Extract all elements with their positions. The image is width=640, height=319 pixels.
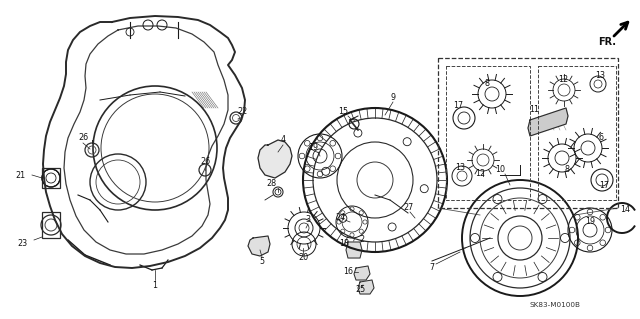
Text: 12: 12 — [558, 76, 568, 85]
Bar — [42, 212, 60, 238]
Bar — [446, 66, 530, 200]
Text: 5: 5 — [259, 256, 264, 265]
Text: 6: 6 — [598, 133, 604, 143]
Text: 25: 25 — [355, 286, 365, 294]
Text: 8: 8 — [564, 166, 570, 174]
Text: SK83-M0100B: SK83-M0100B — [529, 302, 580, 308]
Text: 18: 18 — [339, 240, 349, 249]
Polygon shape — [528, 108, 568, 136]
Text: 10: 10 — [495, 166, 505, 174]
Text: 2: 2 — [360, 235, 365, 244]
Polygon shape — [358, 280, 374, 294]
Text: 21: 21 — [15, 170, 25, 180]
Text: 9: 9 — [390, 93, 396, 101]
Text: 15: 15 — [338, 108, 348, 116]
Text: 28: 28 — [266, 180, 276, 189]
Polygon shape — [248, 236, 270, 256]
Text: 12: 12 — [475, 168, 485, 177]
Text: 19: 19 — [585, 218, 595, 226]
Text: 27: 27 — [403, 204, 413, 212]
Text: FR.: FR. — [598, 37, 616, 47]
Text: 8: 8 — [484, 78, 490, 87]
Text: 13: 13 — [595, 71, 605, 80]
Text: 4: 4 — [280, 136, 285, 145]
Text: 1: 1 — [152, 280, 157, 290]
Text: 22: 22 — [238, 108, 248, 116]
Polygon shape — [258, 140, 292, 178]
Text: 17: 17 — [599, 182, 609, 190]
Bar — [438, 58, 618, 208]
Polygon shape — [354, 266, 370, 280]
Text: 24: 24 — [335, 213, 345, 222]
Text: 7: 7 — [429, 263, 435, 272]
Text: 14: 14 — [620, 205, 630, 214]
Text: 17: 17 — [453, 101, 463, 110]
Text: 3: 3 — [305, 216, 310, 225]
Polygon shape — [346, 242, 362, 258]
Text: 11: 11 — [529, 106, 539, 115]
Text: 23: 23 — [17, 239, 27, 248]
Bar — [538, 66, 616, 200]
Text: 26: 26 — [78, 133, 88, 143]
Text: 16: 16 — [343, 268, 353, 277]
Text: 26: 26 — [200, 158, 210, 167]
Bar — [42, 168, 60, 188]
Text: 19: 19 — [308, 144, 318, 152]
Text: 20: 20 — [298, 254, 308, 263]
Text: 13: 13 — [455, 164, 465, 173]
